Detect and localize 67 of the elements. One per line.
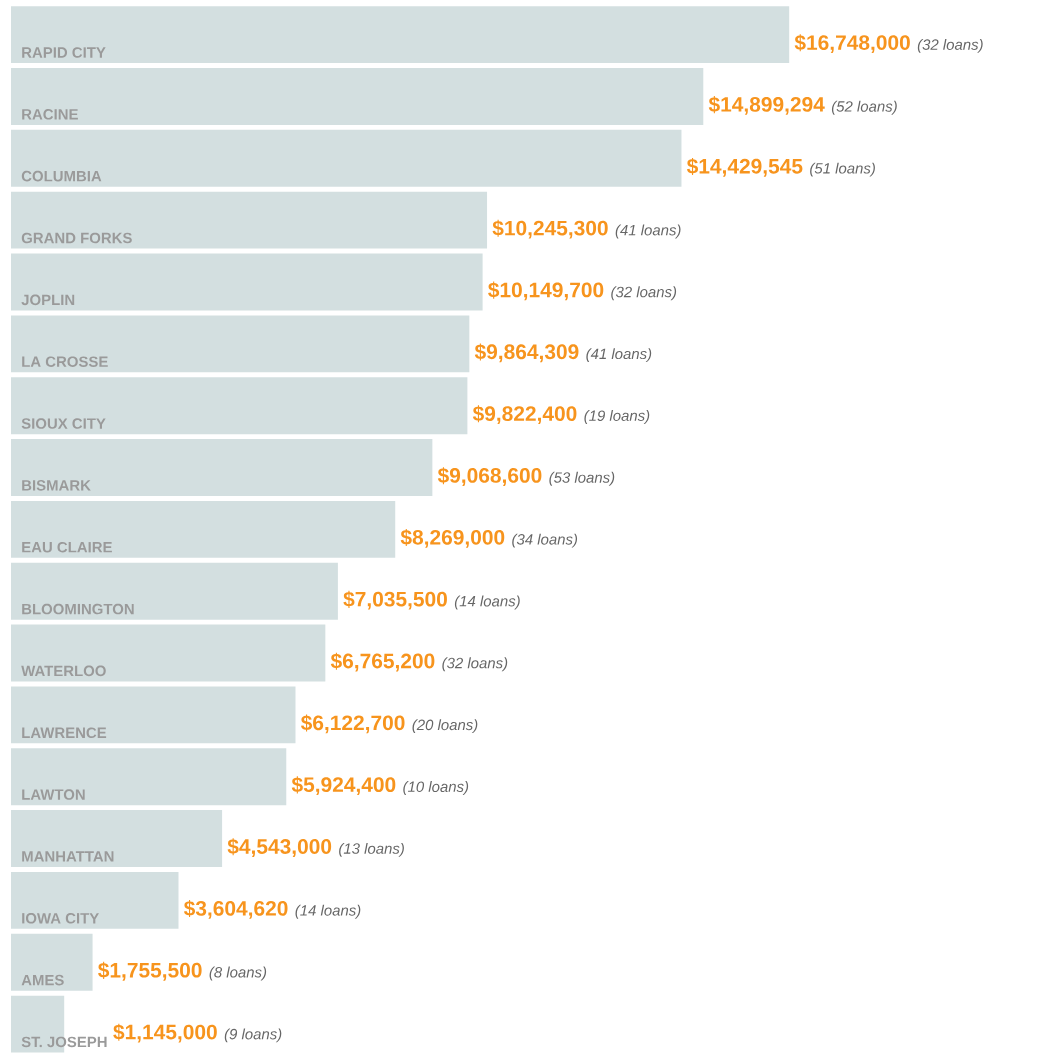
bar [11, 377, 468, 435]
data-label: $14,899,294 [708, 96, 825, 115]
text: (51 loans) [810, 162, 875, 177]
data-label: $7,035,500 [343, 590, 447, 610]
y-tick-label: ST. JOSEPH [21, 1036, 107, 1048]
data-label: $10,149,700 [488, 281, 604, 301]
bar [11, 748, 287, 806]
y-tick-label: RACINE [22, 109, 78, 120]
annotation: (10 loans) [403, 781, 469, 795]
y-tick-label: BISMARK [22, 480, 91, 491]
y-tick-label: IOWA CITY [22, 912, 99, 924]
y-tick-label: SIOUX CITY [21, 418, 106, 429]
data-label: $1,755,500 [98, 961, 202, 981]
bar [11, 624, 326, 682]
data-label: $14,429,545 [686, 157, 803, 177]
data-label: $4,543,000 [227, 838, 332, 857]
bar [11, 191, 488, 249]
bar [11, 686, 296, 744]
data-label: $10,245,300 [492, 219, 608, 239]
data-label: $1,145,000 [113, 1023, 217, 1043]
y-tick-label: LAWRENCE [22, 727, 107, 739]
annotation: (14 loans) [454, 595, 520, 610]
data-label: $9,864,309 [474, 343, 579, 363]
data-label: $9,822,400 [472, 405, 577, 425]
bar [11, 253, 483, 311]
bar [11, 500, 396, 558]
bar [11, 6, 790, 64]
bar [11, 68, 704, 125]
y-tick-label: RAPID CITY [22, 47, 106, 58]
text: (32 loans) [917, 38, 983, 53]
annotation: (9 loans) [224, 1028, 282, 1043]
data-label: $16,748,000 [794, 34, 910, 54]
y-tick-label: COLUMBIA [21, 170, 102, 182]
y-tick-label: JOPLIN [21, 294, 75, 306]
data-label: $6,122,700 [300, 714, 405, 734]
y-tick-label: WATERLOO [21, 665, 106, 677]
data-label: $6,765,200 [330, 652, 435, 672]
data-label: $8,269,000 [400, 528, 505, 548]
bar [11, 315, 470, 373]
annotation: (32 loans) [611, 286, 677, 301]
y-tick-label: LA CROSSE [22, 356, 108, 367]
y-tick-label: LAWTON [22, 789, 85, 800]
data-label: $5,924,400 [291, 776, 396, 796]
y-tick-label: MANHATTAN [22, 851, 114, 862]
y-tick-label: AMES [21, 974, 64, 986]
annotation: (32 loans) [442, 657, 508, 672]
annotation: (19 loans) [584, 409, 650, 424]
bar [11, 439, 433, 496]
annotation: (20 loans) [412, 719, 478, 734]
bar [11, 129, 682, 187]
bar [11, 933, 93, 991]
y-tick-label: EAU CLAIRE [22, 541, 112, 553]
annotation: (13 loans) [339, 842, 404, 857]
bar [11, 562, 338, 620]
bar [11, 871, 179, 929]
data-label: $9,068,600 [437, 467, 542, 486]
y-tick-label: GRAND FORKS [21, 232, 132, 244]
annotation: (41 loans) [615, 224, 681, 239]
y-tick-label: BLOOMINGTON [22, 603, 134, 615]
annotation: (53 loans) [549, 471, 615, 486]
annotation: (14 loans) [295, 904, 361, 919]
annotation: (34 loans) [512, 533, 578, 548]
annotation: (8 loans) [209, 966, 267, 981]
text: (52 loans) [831, 100, 897, 115]
bar [11, 810, 223, 868]
data-label: $3,604,620 [183, 900, 288, 919]
annotation: (41 loans) [586, 348, 652, 363]
